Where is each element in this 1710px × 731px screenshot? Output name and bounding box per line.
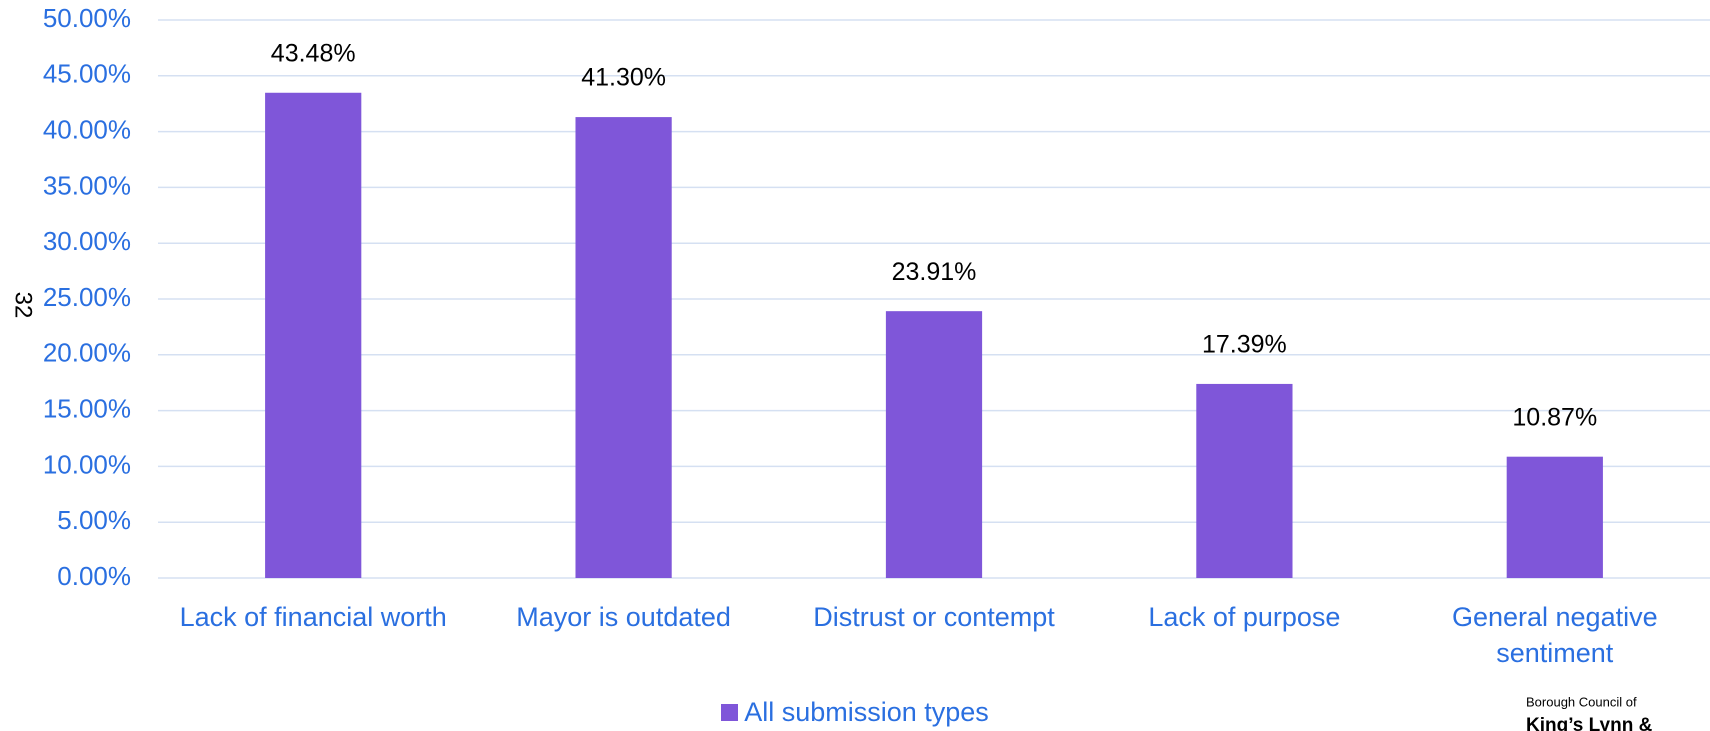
bar xyxy=(885,311,983,578)
x-tick-label: General negative sentiment xyxy=(1451,602,1658,668)
bar xyxy=(1506,456,1603,578)
logo-line2: King’s Lynn & xyxy=(1526,715,1653,731)
y-tick-label: 25.00% xyxy=(43,282,131,312)
logo-line1: Borough Council of xyxy=(1526,694,1637,709)
y-tick-label: 30.00% xyxy=(43,226,131,256)
bar xyxy=(265,92,362,579)
bar xyxy=(1196,383,1293,578)
y-tick-label: 50.00% xyxy=(43,3,131,33)
x-tick-label: Lack of financial worth xyxy=(179,602,447,632)
x-tick-label: Mayor is outdated xyxy=(516,602,731,632)
data-label: 41.30% xyxy=(581,64,666,92)
y-tick-label: 15.00% xyxy=(43,393,131,423)
legend-swatch xyxy=(721,704,739,721)
data-label: 43.48% xyxy=(271,39,356,67)
data-label: 17.39% xyxy=(1202,331,1287,359)
data-label: 10.87% xyxy=(1512,403,1597,431)
x-tick-label: Lack of purpose xyxy=(1148,602,1341,632)
y-tick-label: 0.00% xyxy=(57,561,131,591)
legend-label: All submission types xyxy=(744,697,989,727)
x-tick-label: Distrust or contempt xyxy=(813,602,1055,632)
y-tick-label: 45.00% xyxy=(43,59,131,89)
y-tick-label: 10.00% xyxy=(43,449,131,479)
page-number: 32 xyxy=(10,292,37,319)
y-tick-label: 35.00% xyxy=(43,170,131,200)
bar xyxy=(575,117,672,578)
y-tick-label: 5.00% xyxy=(57,505,131,535)
y-tick-label: 20.00% xyxy=(43,338,131,368)
y-tick-label: 40.00% xyxy=(43,114,131,144)
data-label: 23.91% xyxy=(892,258,977,286)
legend: All submission types xyxy=(0,697,1710,728)
